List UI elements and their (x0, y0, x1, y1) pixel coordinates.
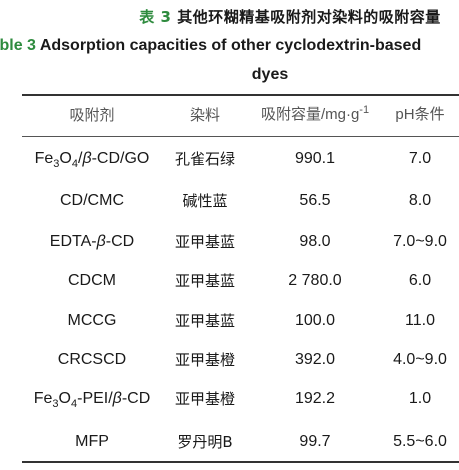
cell-ph: 5.5~6.0 (393, 433, 447, 450)
header-capacity: 吸附容量/mg·g-1 (248, 105, 382, 125)
cell-dye: 碱性蓝 (182, 192, 228, 210)
cell-adsorbent: EDTA-β-CD (49, 233, 135, 250)
cell-dye: 罗丹明B (177, 433, 233, 451)
table-row: EDTA-β-CD 亚甲基蓝 98.0 7.0~9.0 (0, 232, 459, 252)
header-dye: 染料 (189, 106, 220, 124)
table-row: CDCM 亚甲基蓝 2 780.0 6.0 (0, 271, 459, 291)
cell-adsorbent: CD/CMC (60, 192, 124, 209)
cell-ph: 4.0~9.0 (393, 351, 447, 368)
cell-ph: 6.0 (408, 272, 432, 289)
cell-ph: 7.0 (408, 150, 432, 167)
cell-adsorbent: CRCSCD (57, 351, 127, 368)
table-title-english-part1: Adsorption capacities of other cyclodext… (39, 37, 422, 54)
table-row: Fe3O4-PEI/β-CD 亚甲基橙 192.2 1.0 (0, 389, 459, 411)
cell-ph: 7.0~9.0 (393, 233, 447, 250)
table-row: MFP 罗丹明B 99.7 5.5~6.0 (0, 432, 459, 452)
cell-adsorbent: CDCM (68, 272, 116, 289)
table-number-english: Table 3 (0, 37, 36, 54)
table-row: MCCG 亚甲基蓝 100.0 11.0 (0, 311, 459, 331)
table-row: CRCSCD 亚甲基橙 392.0 4.0~9.0 (0, 350, 459, 370)
cell-capacity: 56.5 (299, 192, 331, 209)
cell-ph: 8.0 (408, 192, 432, 209)
cell-capacity: 98.0 (299, 233, 331, 250)
cell-capacity: 192.2 (294, 390, 336, 407)
cell-dye: 亚甲基蓝 (174, 272, 235, 290)
table-title-english-part2: dyes (251, 66, 289, 83)
cell-capacity: 100.0 (294, 312, 336, 329)
cell-dye: 亚甲基蓝 (174, 233, 235, 251)
cell-ph: 1.0 (408, 390, 432, 407)
table-caption-english-line1: Table 3 Adsorption capacities of other c… (0, 37, 421, 55)
cell-adsorbent: MFP (75, 433, 109, 450)
cell-capacity: 392.0 (294, 351, 336, 368)
header-capacity-text: 吸附容量/mg·g (260, 106, 360, 123)
table-caption-chinese: 表 3 其他环糊精基吸附剂对染料的吸附容量 (0, 6, 459, 27)
table-row: CD/CMC 碱性蓝 56.5 8.0 (0, 191, 459, 211)
cell-ph: 11.0 (405, 312, 435, 329)
table-header-row: 吸附剂 染料 吸附容量/mg·g-1 pH条件 (0, 105, 459, 125)
header-capacity-exponent: -1 (359, 104, 370, 116)
cell-capacity: 2 780.0 (288, 272, 342, 289)
cell-dye: 亚甲基蓝 (174, 312, 235, 330)
cell-adsorbent: Fe3O4-PEI/β-CD (33, 390, 151, 411)
table-number-chinese: 表 3 (139, 8, 172, 26)
table-bottom-rule (22, 461, 459, 463)
cell-adsorbent: Fe3O4/β-CD/GO (34, 150, 150, 171)
cell-capacity: 990.1 (294, 150, 336, 167)
table-row: Fe3O4/β-CD/GO 孔雀石绿 990.1 7.0 (0, 149, 459, 171)
cell-dye: 亚甲基橙 (174, 351, 235, 369)
cell-adsorbent: MCCG (67, 312, 117, 329)
cell-dye: 亚甲基橙 (174, 390, 235, 408)
header-adsorbent: 吸附剂 (69, 106, 115, 124)
table-title-chinese: 其他环糊精基吸附剂对染料的吸附容量 (177, 8, 441, 26)
table-header-rule (22, 136, 459, 137)
cell-capacity: 99.7 (299, 433, 331, 450)
cell-dye: 孔雀石绿 (174, 150, 235, 168)
header-ph: pH条件 (395, 106, 445, 123)
table-top-rule (22, 94, 459, 96)
